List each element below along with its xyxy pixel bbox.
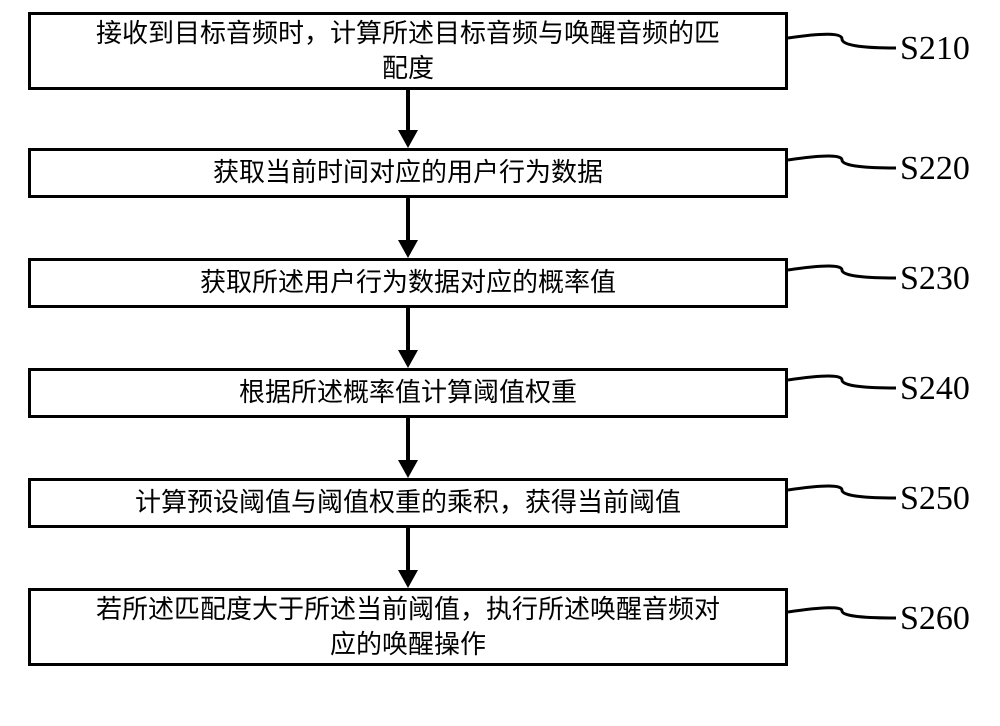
arrow-head-4 [398,570,418,588]
leader-4 [788,480,900,508]
arrow-line-1 [406,198,410,240]
arrow-line-4 [406,528,410,570]
leader-0 [788,28,900,58]
arrow-head-3 [398,460,418,478]
step-label-S250: S250 [900,480,970,518]
step-text-S220: 获取当前时间对应的用户行为数据 [213,155,603,190]
leader-3 [788,370,900,398]
step-box-S240: 根据所述概率值计算阈值权重 [28,368,788,418]
leader-5 [788,602,900,628]
step-box-S250: 计算预设阈值与阈值权重的乘积，获得当前阈值 [28,478,788,528]
arrow-head-0 [398,130,418,148]
step-text-S260: 若所述匹配度大于所述当前阈值，执行所述唤醒音频对 应的唤醒操作 [96,592,720,662]
step-text-S250: 计算预设阈值与阈值权重的乘积，获得当前阈值 [135,485,681,520]
step-label-S240: S240 [900,370,970,408]
step-box-S230: 获取所述用户行为数据对应的概率值 [28,258,788,308]
step-label-S260: S260 [900,600,970,638]
step-text-S240: 根据所述概率值计算阈值权重 [239,375,577,410]
arrow-head-2 [398,350,418,368]
step-text-S230: 获取所述用户行为数据对应的概率值 [200,265,616,300]
step-box-S220: 获取当前时间对应的用户行为数据 [28,148,788,198]
arrow-line-0 [406,90,410,130]
step-label-S230: S230 [900,260,970,298]
arrow-head-1 [398,240,418,258]
step-label-S220: S220 [900,150,970,188]
flowchart-canvas: 接收到目标音频时，计算所述目标音频与唤醒音频的匹 配度获取当前时间对应的用户行为… [0,0,1000,726]
step-box-S210: 接收到目标音频时，计算所述目标音频与唤醒音频的匹 配度 [28,12,788,90]
step-text-S210: 接收到目标音频时，计算所述目标音频与唤醒音频的匹 配度 [96,16,720,86]
step-box-S260: 若所述匹配度大于所述当前阈值，执行所述唤醒音频对 应的唤醒操作 [28,588,788,666]
arrow-line-3 [406,418,410,460]
arrow-line-2 [406,308,410,350]
step-label-S210: S210 [900,30,970,68]
leader-1 [788,150,900,178]
leader-2 [788,260,900,288]
